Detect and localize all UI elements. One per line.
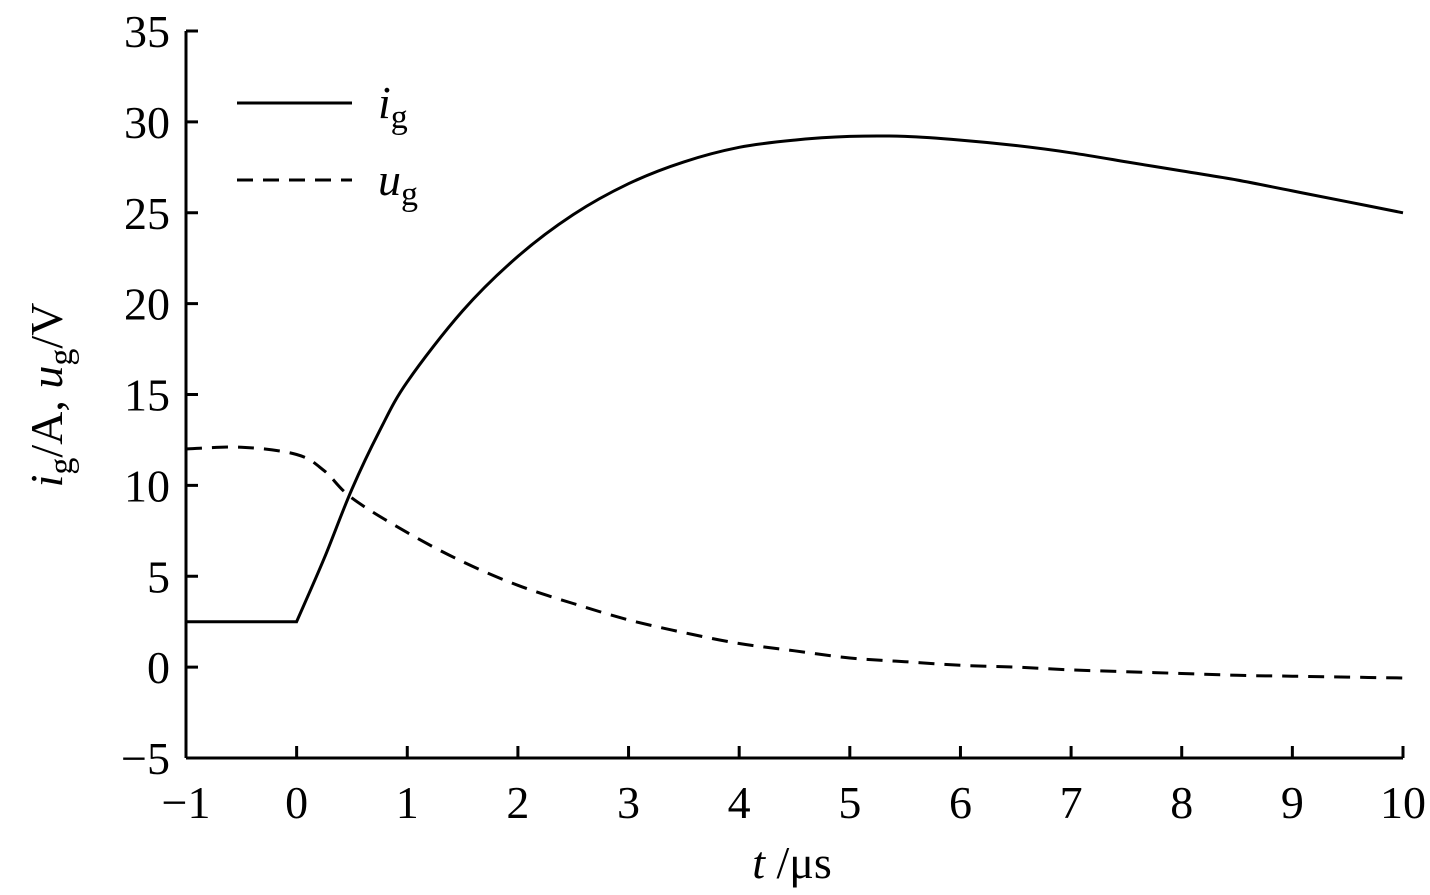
series-line-ig bbox=[186, 134, 1404, 624]
axes: −5 0 5 10 15 20 25 30 35 −1 0 1 2 3 4 5 6 7 8 9 10 bbox=[121, 6, 1426, 828]
x-axis-var: t bbox=[752, 837, 766, 888]
series-line-ug bbox=[185, 445, 1404, 680]
legend-ug-var: u bbox=[378, 154, 401, 205]
x-tick-label: 2 bbox=[506, 777, 529, 828]
legend-ug-sub: g bbox=[401, 176, 418, 213]
y-axis-unit2: /V bbox=[21, 303, 72, 349]
x-tick-label: 10 bbox=[1380, 777, 1426, 828]
series-layer bbox=[185, 134, 1404, 680]
y-tick-label: 30 bbox=[124, 97, 170, 148]
y-tick-label: 5 bbox=[147, 551, 170, 602]
x-tick-label: 4 bbox=[728, 777, 751, 828]
legend-ig-var: i bbox=[378, 77, 391, 128]
legend-label-ig: ig bbox=[378, 77, 408, 136]
x-axis-unit: /μs bbox=[765, 837, 832, 888]
y-tick-label: −5 bbox=[121, 733, 170, 784]
y-axis-sub1: g bbox=[43, 458, 80, 475]
x-tick-label: 6 bbox=[949, 777, 972, 828]
x-axis-title: t /μs bbox=[752, 837, 832, 888]
x-tick-label: 3 bbox=[617, 777, 640, 828]
x-tick-label: 5 bbox=[838, 777, 861, 828]
y-tick-label: 20 bbox=[124, 279, 170, 330]
x-tick-label: 1 bbox=[396, 777, 419, 828]
x-tick-label: 0 bbox=[285, 777, 308, 828]
y-tick-label: 15 bbox=[124, 370, 170, 421]
legend-label-ug: ug bbox=[378, 154, 418, 213]
y-tick-label: 0 bbox=[147, 642, 170, 693]
legend-ig-sub: g bbox=[391, 99, 408, 136]
x-tick-label: −1 bbox=[162, 777, 211, 828]
y-axis-sub2: g bbox=[43, 349, 80, 366]
y-axis-unit1: /A, bbox=[21, 389, 72, 458]
y-tick-label: 35 bbox=[124, 6, 170, 57]
x-tick-label: 8 bbox=[1170, 777, 1193, 828]
x-tick-label: 9 bbox=[1281, 777, 1304, 828]
y-tick-label: 25 bbox=[124, 188, 170, 239]
y-axis-var2: u bbox=[21, 366, 72, 389]
x-tick-label: 7 bbox=[1060, 777, 1083, 828]
y-axis-var1: i bbox=[21, 475, 72, 488]
y-axis-title: ig/A, ug/V bbox=[21, 303, 80, 488]
y-tick-label: 10 bbox=[124, 460, 170, 511]
legend: ig ug bbox=[237, 77, 418, 213]
